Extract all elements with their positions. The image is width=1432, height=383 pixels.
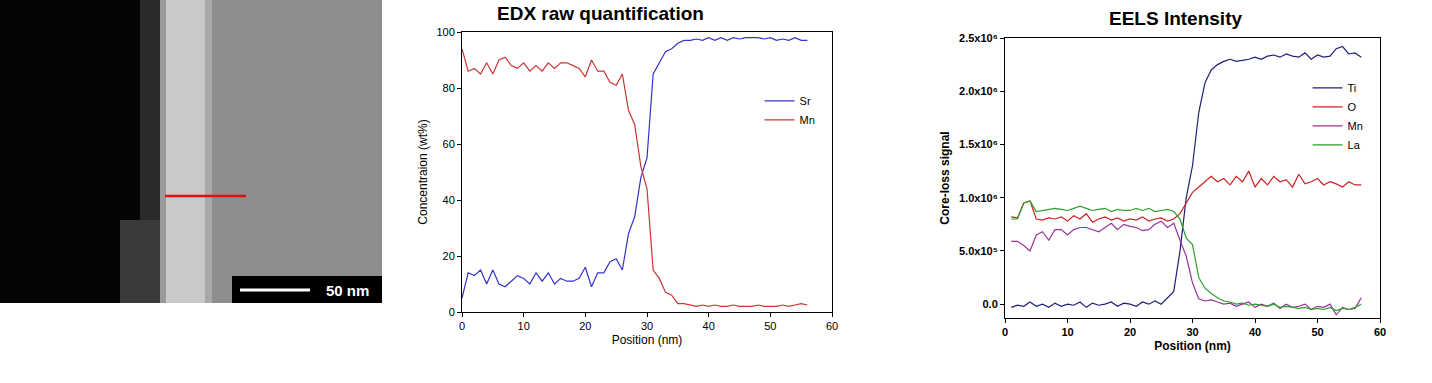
svg-text:0: 0 — [449, 306, 455, 318]
svg-text:2.0x10⁶: 2.0x10⁶ — [959, 85, 998, 97]
svg-text:50: 50 — [764, 320, 776, 332]
svg-text:1.0x10⁶: 1.0x10⁶ — [959, 192, 998, 204]
svg-text:30: 30 — [1186, 326, 1198, 338]
svg-text:0: 0 — [1002, 326, 1008, 338]
svg-text:Ti: Ti — [1348, 82, 1357, 94]
svg-text:2.5x10⁶: 2.5x10⁶ — [959, 32, 998, 44]
svg-text:EELS Intensity: EELS Intensity — [1109, 8, 1242, 29]
svg-text:0.0: 0.0 — [983, 298, 998, 310]
svg-text:20: 20 — [579, 320, 591, 332]
svg-text:Core-loss signal: Core-loss signal — [938, 131, 952, 224]
svg-text:La: La — [1348, 139, 1361, 151]
svg-text:100: 100 — [436, 26, 454, 38]
svg-text:5.0x10⁵: 5.0x10⁵ — [959, 245, 998, 257]
svg-text:EDX raw quantification: EDX raw quantification — [497, 3, 704, 24]
svg-text:Concentraion (wt%): Concentraion (wt%) — [416, 119, 430, 224]
svg-text:1.5x10⁶: 1.5x10⁶ — [959, 138, 998, 150]
svg-text:O: O — [1348, 101, 1357, 113]
svg-text:0: 0 — [459, 320, 465, 332]
svg-text:60: 60 — [443, 138, 455, 150]
svg-text:40: 40 — [1249, 326, 1261, 338]
svg-text:60: 60 — [1374, 326, 1386, 338]
svg-text:20: 20 — [443, 250, 455, 262]
svg-text:20: 20 — [1124, 326, 1136, 338]
svg-text:10: 10 — [1061, 326, 1073, 338]
svg-text:50: 50 — [1311, 326, 1323, 338]
svg-text:10: 10 — [518, 320, 530, 332]
svg-text:Mn: Mn — [800, 114, 815, 126]
svg-text:Mn: Mn — [1348, 120, 1363, 132]
svg-text:Position (nm): Position (nm) — [1154, 339, 1231, 353]
svg-text:40: 40 — [703, 320, 715, 332]
svg-text:50 nm: 50 nm — [326, 282, 369, 299]
svg-text:60: 60 — [826, 320, 838, 332]
svg-text:40: 40 — [443, 194, 455, 206]
svg-text:Position (nm): Position (nm) — [612, 333, 683, 347]
svg-text:Sr: Sr — [800, 95, 811, 107]
svg-text:80: 80 — [443, 82, 455, 94]
svg-text:30: 30 — [641, 320, 653, 332]
